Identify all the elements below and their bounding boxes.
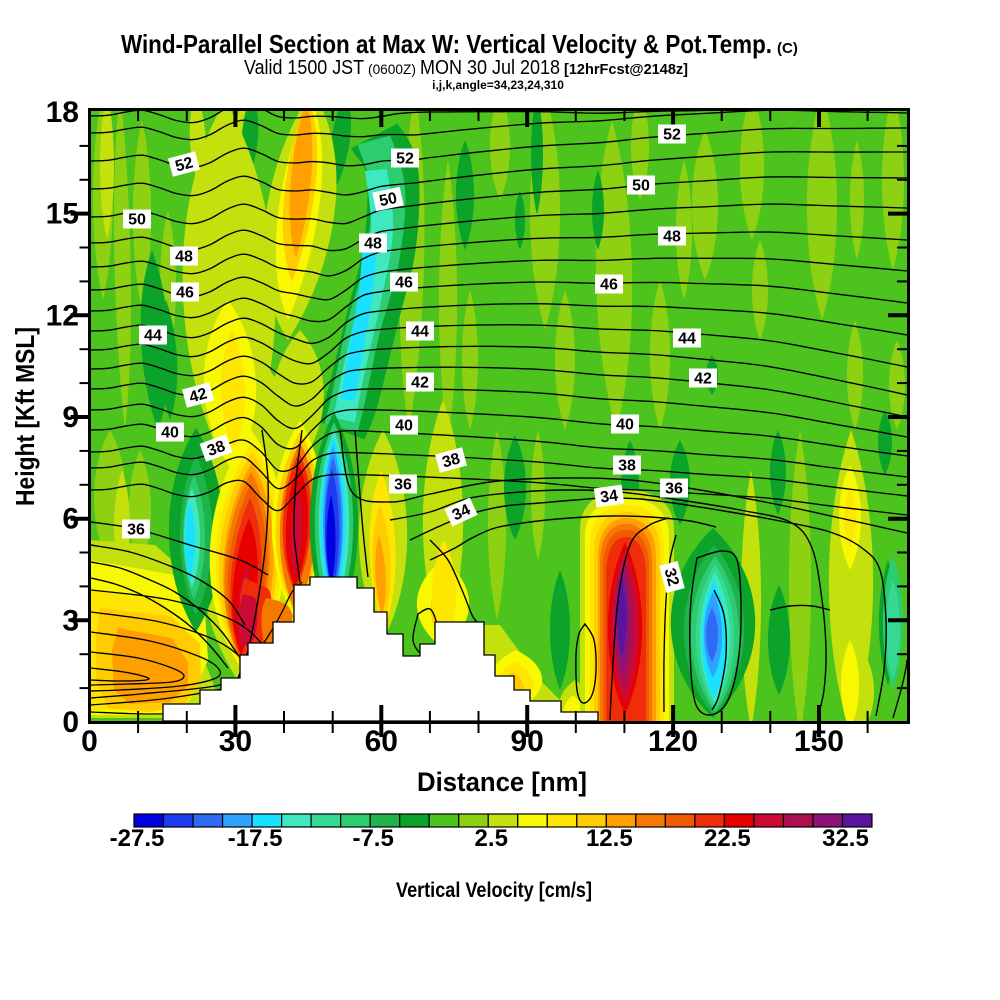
- svg-text:0: 0: [81, 725, 98, 758]
- svg-text:36: 36: [127, 522, 145, 539]
- svg-text:18: 18: [46, 96, 79, 129]
- svg-text:Vertical Velocity [cm/s]: Vertical Velocity [cm/s]: [396, 879, 592, 902]
- svg-text:150: 150: [794, 725, 844, 758]
- svg-text:40: 40: [616, 417, 634, 434]
- svg-text:Height [Kft MSL]: Height [Kft MSL]: [10, 327, 40, 506]
- svg-text:52: 52: [396, 151, 414, 168]
- svg-text:32: 32: [661, 566, 682, 588]
- svg-text:Wind-Parallel Section at Max W: Wind-Parallel Section at Max W: Vertical…: [121, 29, 772, 59]
- svg-text:38: 38: [440, 450, 462, 471]
- svg-text:Valid 1500 JST: Valid 1500 JST: [244, 57, 364, 79]
- svg-text:30: 30: [219, 725, 252, 758]
- svg-text:46: 46: [600, 277, 618, 294]
- svg-text:38: 38: [618, 458, 636, 475]
- svg-text:[12hrFcst@2148z]: [12hrFcst@2148z]: [564, 61, 688, 78]
- svg-text:i,j,k,angle=34,23,24,310: i,j,k,angle=34,23,24,310: [432, 78, 564, 92]
- svg-text:15: 15: [46, 198, 79, 231]
- svg-text:12: 12: [46, 299, 79, 332]
- svg-text:9: 9: [62, 401, 79, 434]
- svg-text:50: 50: [128, 212, 146, 229]
- svg-text:6: 6: [62, 503, 79, 536]
- svg-text:3: 3: [62, 604, 79, 637]
- svg-text:120: 120: [648, 725, 698, 758]
- svg-text:46: 46: [395, 275, 413, 292]
- svg-text:-27.5: -27.5: [110, 825, 165, 852]
- svg-text:44: 44: [411, 324, 429, 341]
- svg-text:48: 48: [663, 229, 681, 246]
- svg-text:50: 50: [378, 190, 399, 210]
- svg-text:2.5: 2.5: [475, 825, 508, 852]
- svg-text:12.5: 12.5: [586, 825, 633, 852]
- svg-text:40: 40: [395, 418, 413, 435]
- svg-text:22.5: 22.5: [704, 825, 751, 852]
- svg-text:MON 30 Jul 2018: MON 30 Jul 2018: [420, 57, 560, 79]
- svg-text:40: 40: [161, 425, 179, 442]
- svg-text:-7.5: -7.5: [352, 825, 393, 852]
- svg-text:42: 42: [694, 371, 712, 388]
- svg-text:48: 48: [175, 249, 193, 266]
- svg-text:50: 50: [632, 178, 650, 195]
- svg-text:44: 44: [144, 328, 162, 345]
- svg-text:36: 36: [665, 481, 683, 498]
- svg-text:42: 42: [411, 375, 429, 392]
- svg-text:(0600Z): (0600Z): [368, 61, 416, 77]
- svg-text:52: 52: [663, 127, 681, 144]
- svg-text:34: 34: [450, 501, 473, 524]
- svg-text:34: 34: [599, 487, 619, 506]
- svg-text:48: 48: [364, 236, 382, 253]
- svg-text:Distance [nm]: Distance [nm]: [417, 767, 587, 797]
- svg-text:38: 38: [205, 438, 228, 460]
- svg-text:90: 90: [510, 725, 543, 758]
- svg-text:42: 42: [187, 385, 209, 406]
- svg-text:32.5: 32.5: [822, 825, 869, 852]
- svg-text:-17.5: -17.5: [228, 825, 283, 852]
- svg-text:60: 60: [365, 725, 398, 758]
- svg-text:44: 44: [678, 331, 696, 348]
- svg-text:52: 52: [173, 154, 195, 175]
- svg-text:(C): (C): [777, 40, 798, 57]
- svg-text:46: 46: [176, 285, 194, 302]
- svg-text:36: 36: [394, 477, 412, 494]
- svg-text:0: 0: [62, 706, 79, 739]
